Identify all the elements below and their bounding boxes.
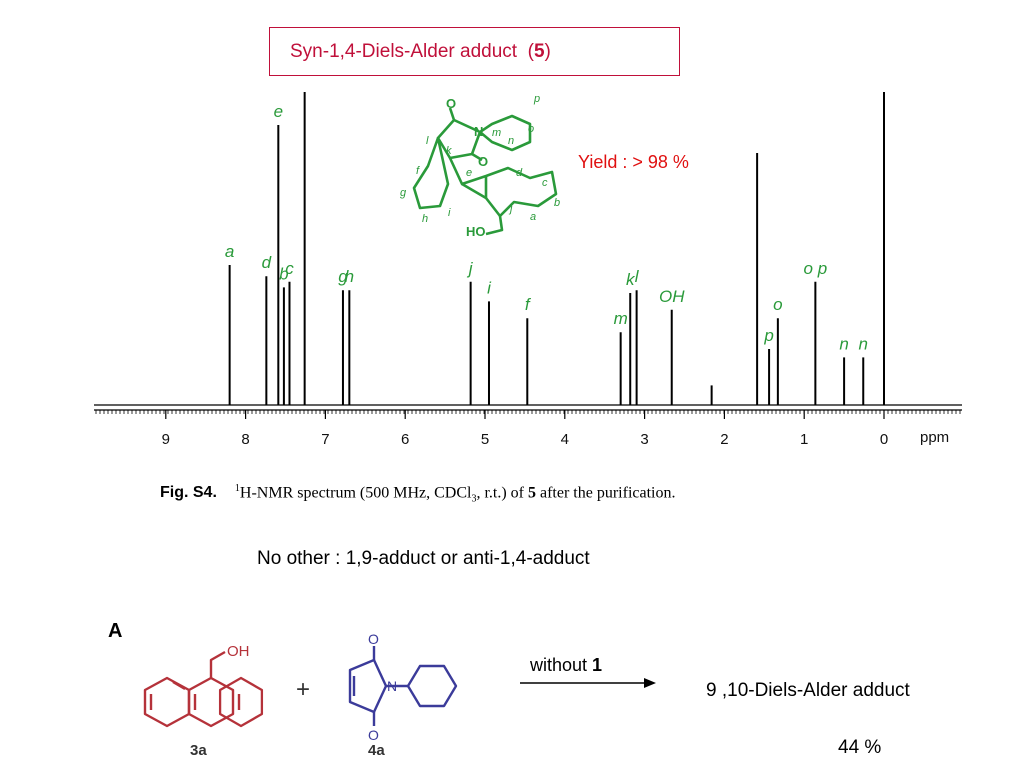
caption-compound: 5: [528, 484, 536, 502]
figure-label: Fig. S4.: [160, 484, 217, 502]
title-close: ): [544, 40, 551, 62]
reagent-3a-structure: OH: [143, 643, 264, 728]
svg-text:O: O: [368, 727, 379, 743]
panel-label: A: [108, 620, 123, 642]
product-name: 9 ,10-Diels-Alder adduct: [706, 680, 910, 701]
svg-text:HO: HO: [466, 224, 486, 239]
peak-label: f: [525, 295, 532, 314]
svg-text:p: p: [533, 93, 540, 105]
svg-text:j: j: [508, 203, 513, 215]
yield-note: Yield : > 98 %: [578, 152, 689, 172]
svg-text:i: i: [448, 207, 451, 219]
svg-text:e: e: [466, 167, 472, 179]
x-tick-label: 7: [321, 431, 329, 448]
nmr-peaks: [228, 92, 885, 405]
peak-label: n: [839, 334, 848, 353]
svg-text:h: h: [422, 213, 428, 225]
x-tick-label: 0: [880, 431, 888, 448]
peak-label: b: [279, 264, 288, 283]
x-tick-label: 8: [241, 431, 249, 448]
x-tick-label: 9: [162, 431, 170, 448]
svg-text:g: g: [400, 187, 407, 199]
svg-text:O: O: [368, 631, 379, 647]
svg-text:n: n: [508, 135, 514, 147]
nmr-axis-label: ppm: [920, 429, 949, 446]
selectivity-note: No other : 1,9-adduct or anti-1,4-adduct: [257, 548, 590, 569]
peak-label: h: [345, 267, 354, 286]
figure-caption: Fig. S4. 1H-NMR spectrum (500 MHz, CDCl3,…: [160, 483, 676, 505]
peak-label: o: [773, 295, 782, 314]
svg-text:f: f: [416, 165, 420, 177]
spectrum-title-box: Syn-1,4-Diels-Alder adduct (5): [269, 27, 680, 76]
svg-text:c: c: [542, 177, 548, 189]
peak-label: e: [274, 102, 283, 121]
peak-label: k: [626, 270, 636, 289]
svg-text:O: O: [478, 154, 488, 169]
svg-text:o: o: [528, 123, 534, 135]
svg-text:d: d: [516, 167, 523, 179]
peak-label: a: [225, 242, 234, 261]
peak-label: i: [487, 278, 492, 297]
title-text: Syn-1,4-Diels-Alder adduct (: [290, 40, 534, 62]
nmr-tick-labels: 9 8 7 6 5 4 3 2 1 0: [162, 410, 888, 448]
caption-text-a: H-NMR spectrum (500 MHz, CDCl: [239, 484, 472, 502]
structure-5-drawing: O N O HO p o n m l k e fg h i j d cb a: [400, 93, 560, 239]
arrow-label: without 1: [530, 655, 602, 676]
caption-superscript: 1: [234, 483, 240, 494]
svg-text:O: O: [446, 96, 456, 111]
svg-text:N: N: [474, 124, 483, 139]
peak-label: o p: [804, 259, 828, 278]
reagent-3a-label: 3a: [190, 742, 207, 759]
x-tick-label: 4: [561, 431, 569, 448]
peak-label: p: [763, 326, 773, 345]
caption-text-c: after the purification.: [536, 484, 676, 502]
peak-label: j: [467, 259, 474, 278]
nmr-axis: [94, 404, 962, 414]
x-tick-label: 5: [481, 431, 489, 448]
reagent-4a-structure: O O N: [348, 631, 458, 743]
svg-text:a: a: [530, 211, 536, 223]
reaction-arrow: [520, 678, 656, 688]
product-yield: 44 %: [838, 737, 882, 758]
peak-label: l: [635, 267, 640, 286]
x-tick-label: 1: [800, 431, 808, 448]
svg-text:N: N: [387, 678, 397, 694]
x-tick-label: 2: [720, 431, 728, 448]
reagent-4a-label: 4a: [368, 742, 385, 759]
x-tick-label: 6: [401, 431, 409, 448]
x-tick-label: 3: [640, 431, 648, 448]
arrow-label-compound: 1: [592, 655, 603, 675]
caption-subscript: 3: [471, 493, 477, 505]
peak-label: d: [262, 253, 272, 272]
peak-label: m: [614, 309, 628, 328]
caption-text-b: , r.t.) of: [476, 484, 528, 502]
arrow-label-text: without: [530, 655, 593, 675]
svg-text:k: k: [446, 145, 452, 157]
reagent-3a-oh: OH: [227, 643, 250, 660]
peak-label: c: [285, 259, 294, 278]
svg-text:m: m: [492, 127, 501, 139]
svg-text:b: b: [554, 197, 560, 209]
peak-label: g: [338, 267, 348, 286]
svg-text:l: l: [426, 135, 429, 147]
peak-label: OH: [659, 287, 685, 306]
title-compound: 5: [533, 40, 545, 62]
peak-label: n: [859, 334, 868, 353]
plus-sign: +: [296, 676, 311, 703]
